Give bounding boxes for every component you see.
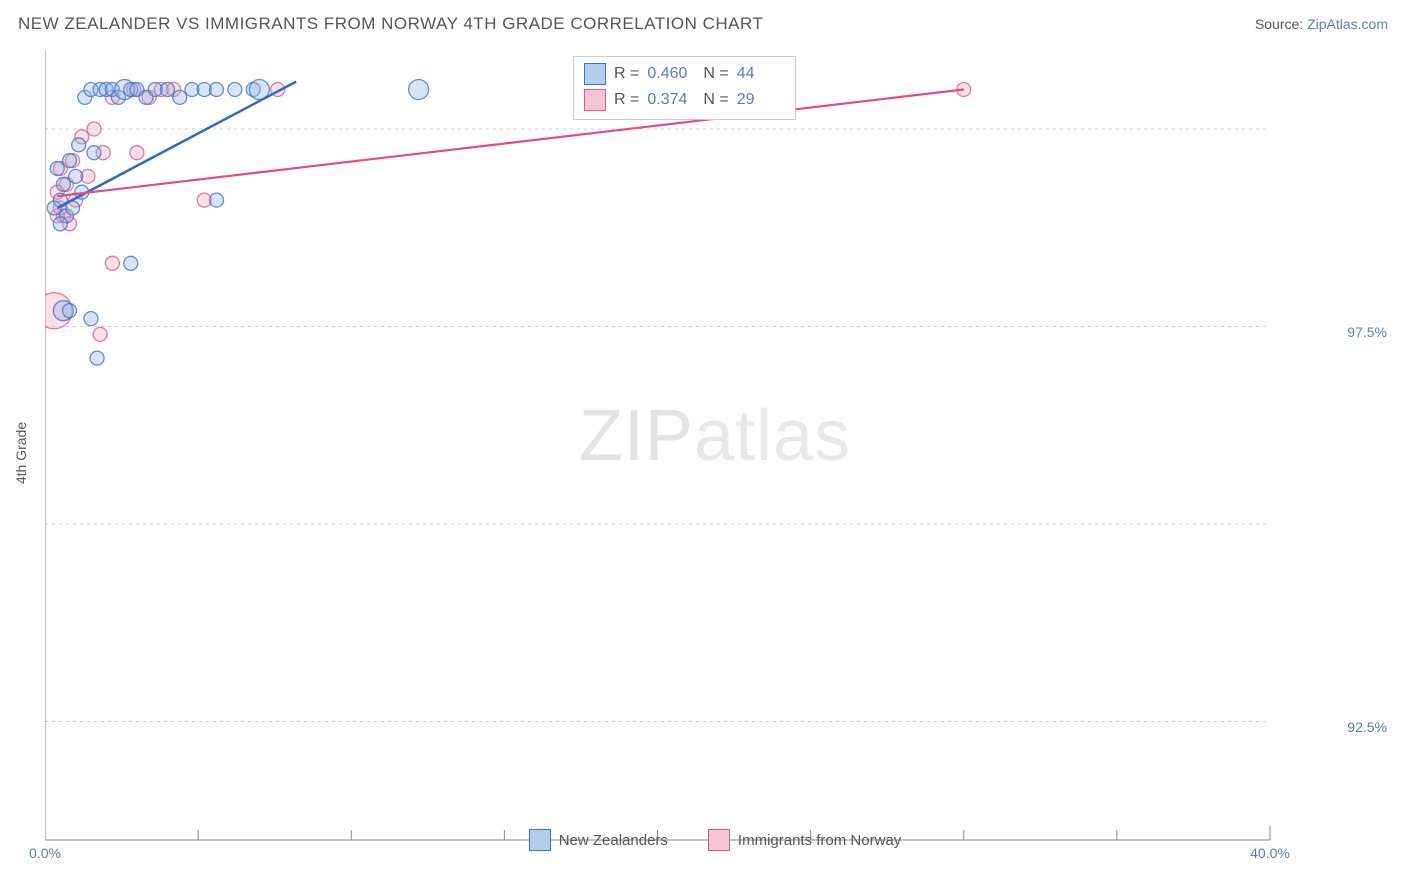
legend-label: New Zealanders bbox=[559, 832, 668, 849]
swatch-icon bbox=[529, 829, 551, 851]
swatch-icon bbox=[584, 63, 606, 85]
y-axis-label: 4th Grade bbox=[13, 421, 29, 483]
y-tick-label: 97.5% bbox=[1347, 324, 1387, 340]
swatch-icon bbox=[708, 829, 730, 851]
stats-row-pink: R = 0.374 N = 29 bbox=[584, 87, 785, 113]
chart-header: NEW ZEALANDER VS IMMIGRANTS FROM NORWAY … bbox=[18, 14, 1388, 34]
legend-item-blue: New Zealanders bbox=[529, 829, 668, 851]
source-link[interactable]: ZipAtlas.com bbox=[1307, 16, 1388, 32]
correlation-stats-box: R = 0.460 N = 44 R = 0.374 N = 29 bbox=[573, 56, 796, 120]
stats-row-blue: R = 0.460 N = 44 bbox=[584, 61, 785, 87]
y-tick-label: 92.5% bbox=[1347, 719, 1387, 735]
scatter-plot bbox=[45, 50, 1385, 855]
chart-area: 4th Grade ZIPatlas R = 0.460 N = 44 R = … bbox=[45, 50, 1385, 855]
chart-title: NEW ZEALANDER VS IMMIGRANTS FROM NORWAY … bbox=[18, 14, 763, 34]
legend: New Zealanders Immigrants from Norway bbox=[45, 829, 1385, 851]
legend-label: Immigrants from Norway bbox=[738, 832, 901, 849]
legend-item-pink: Immigrants from Norway bbox=[708, 829, 901, 851]
swatch-icon bbox=[584, 89, 606, 111]
source-attribution: Source: ZipAtlas.com bbox=[1255, 16, 1388, 32]
source-label: Source: bbox=[1255, 16, 1303, 32]
